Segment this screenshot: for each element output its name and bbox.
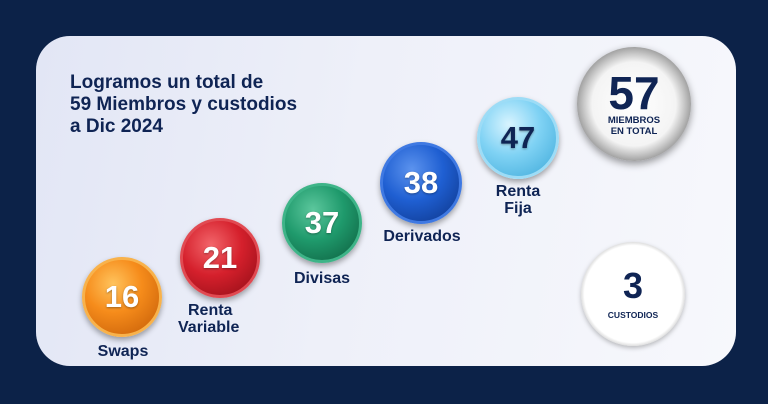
derivados-count: 38 bbox=[403, 165, 439, 200]
total-members-count: 57 bbox=[608, 67, 660, 119]
renta-fija-label: Renta Fija bbox=[480, 183, 556, 217]
headline: Logramos un total de 59 Miembros y custo… bbox=[70, 72, 370, 138]
renta-fija-circle: 47 bbox=[477, 97, 559, 179]
renta-fija-label-line-1: Renta bbox=[495, 183, 541, 200]
headline-line-3: a Dic 2024 bbox=[70, 116, 163, 137]
custodians-label: CUSTODIOS bbox=[607, 310, 659, 320]
derivados-label: Derivados bbox=[383, 228, 461, 245]
swaps-count: 16 bbox=[104, 279, 140, 314]
headline-line-1: Logramos un total de bbox=[70, 72, 264, 93]
renta-variable-label: Renta Variable bbox=[176, 302, 266, 336]
renta-variable-circle: 21 bbox=[180, 218, 260, 298]
renta-fija-label-line-2: Fija bbox=[504, 200, 532, 217]
total-members-label-line-2: EN TOTAL bbox=[610, 126, 658, 137]
swaps-circle: 16 bbox=[82, 257, 162, 337]
total-members-circle: 57 MIEMBROS EN TOTAL bbox=[577, 47, 691, 161]
custodians-circle: 3 CUSTODIOS bbox=[581, 242, 685, 346]
renta-variable-label-line-1: Renta bbox=[188, 302, 233, 319]
renta-fija-count: 47 bbox=[500, 120, 536, 155]
custodians-count: 3 bbox=[622, 265, 644, 306]
total-members-label-line-1: MIEMBROS bbox=[607, 115, 661, 126]
divisas-count: 37 bbox=[304, 205, 340, 240]
headline-line-2: 59 Miembros y custodios bbox=[70, 94, 298, 115]
swaps-label: Swaps bbox=[97, 343, 149, 360]
derivados-circle: 38 bbox=[380, 142, 462, 224]
renta-variable-count: 21 bbox=[202, 240, 238, 275]
divisas-label: Divisas bbox=[293, 270, 351, 287]
renta-variable-label-line-2: Variable bbox=[178, 319, 240, 336]
divisas-circle: 37 bbox=[282, 183, 362, 263]
